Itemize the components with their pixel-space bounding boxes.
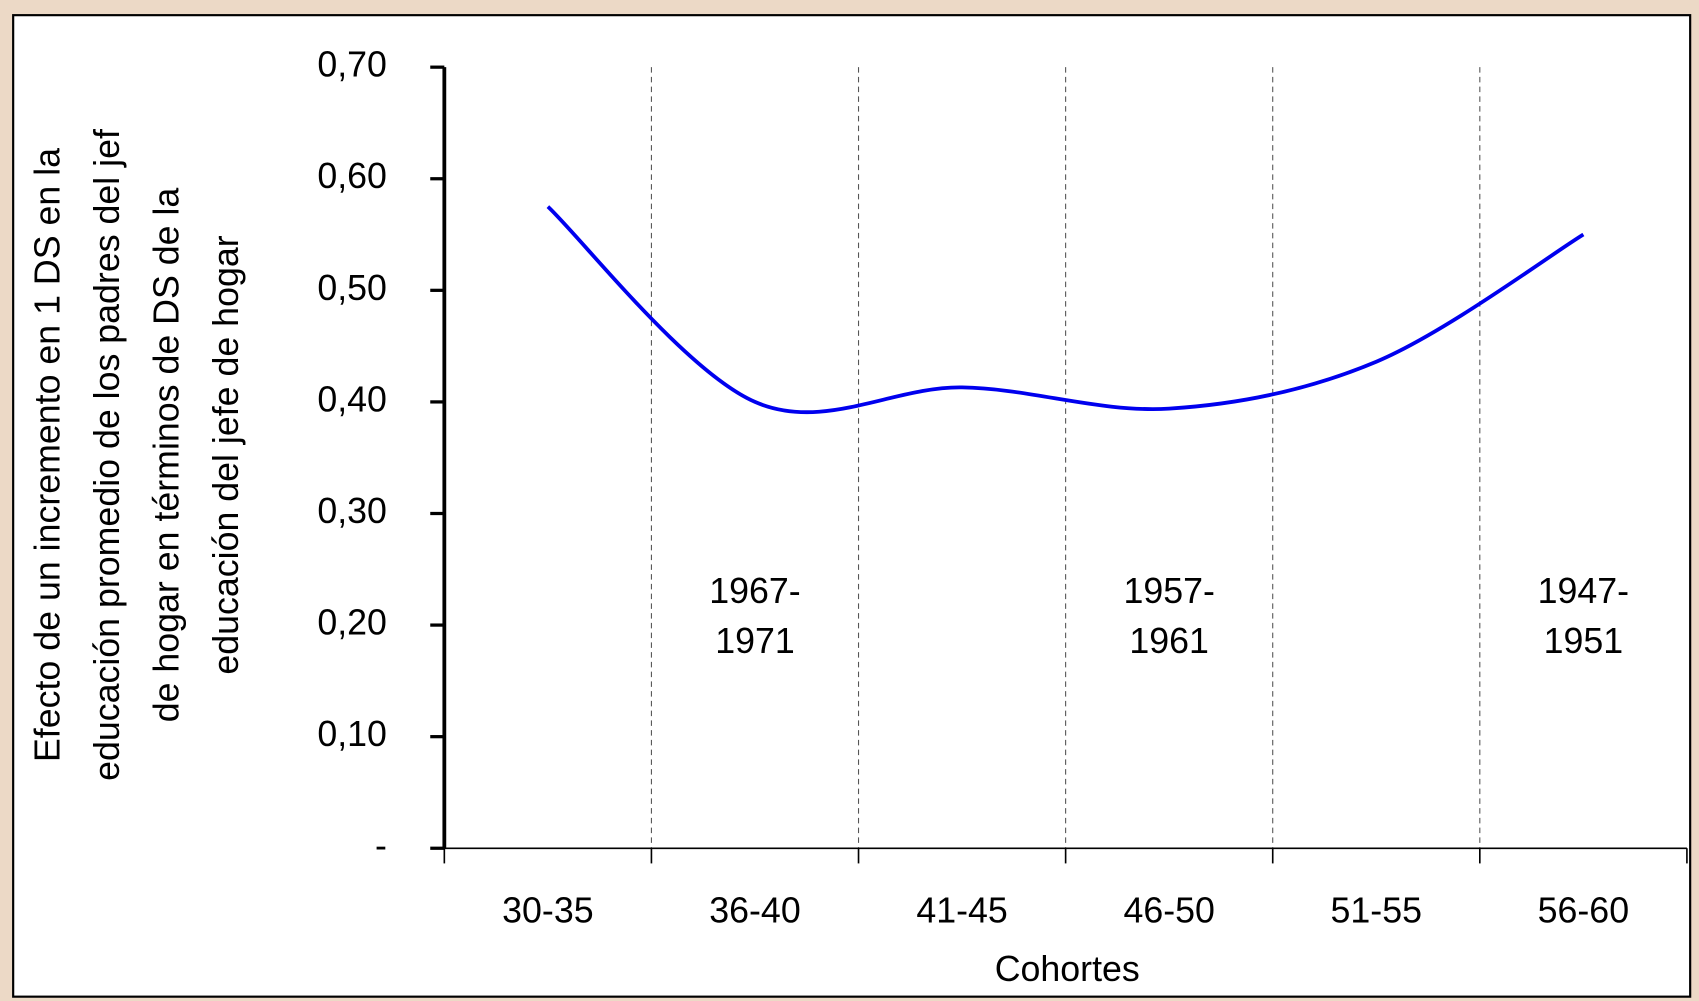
y-tick-label: 0,20 bbox=[317, 603, 387, 643]
y-axis-label: Efecto de un incremento en 1 DS en la bbox=[27, 148, 67, 762]
x-tick-label: 46-50 bbox=[1123, 891, 1214, 931]
y-tick-label: 0,60 bbox=[317, 156, 387, 196]
y-tick-label: - bbox=[375, 826, 387, 866]
x-axis-label: Cohortes bbox=[995, 949, 1140, 989]
x-tick-label: 51-55 bbox=[1331, 891, 1422, 931]
chart-panel bbox=[12, 14, 1692, 998]
y-tick-label: 0,10 bbox=[317, 714, 387, 754]
x-tick-label: 36-40 bbox=[709, 891, 800, 931]
annotation: 1971 bbox=[715, 621, 795, 661]
y-tick-label: 0,30 bbox=[317, 491, 387, 531]
annotation: 1947- bbox=[1538, 571, 1629, 611]
y-tick-label: 0,50 bbox=[317, 268, 387, 308]
x-tick-label: 30-35 bbox=[502, 891, 593, 931]
y-axis-label: educación del jefe de hogar bbox=[206, 235, 246, 674]
annotation: 1951 bbox=[1544, 621, 1624, 661]
annotation: 1957- bbox=[1123, 571, 1214, 611]
annotation: 1967- bbox=[709, 571, 800, 611]
y-tick-label: 0,40 bbox=[317, 379, 387, 419]
y-axis-label: de hogar en términos de DS de la bbox=[147, 188, 187, 723]
y-axis-label: educación promedio de los padres del jef bbox=[87, 129, 127, 781]
annotation: 1961 bbox=[1129, 621, 1209, 661]
x-tick-label: 56-60 bbox=[1538, 891, 1629, 931]
data-line bbox=[546, 205, 1585, 415]
y-tick-label: 0,70 bbox=[317, 45, 387, 85]
x-tick-label: 41-45 bbox=[916, 891, 1007, 931]
